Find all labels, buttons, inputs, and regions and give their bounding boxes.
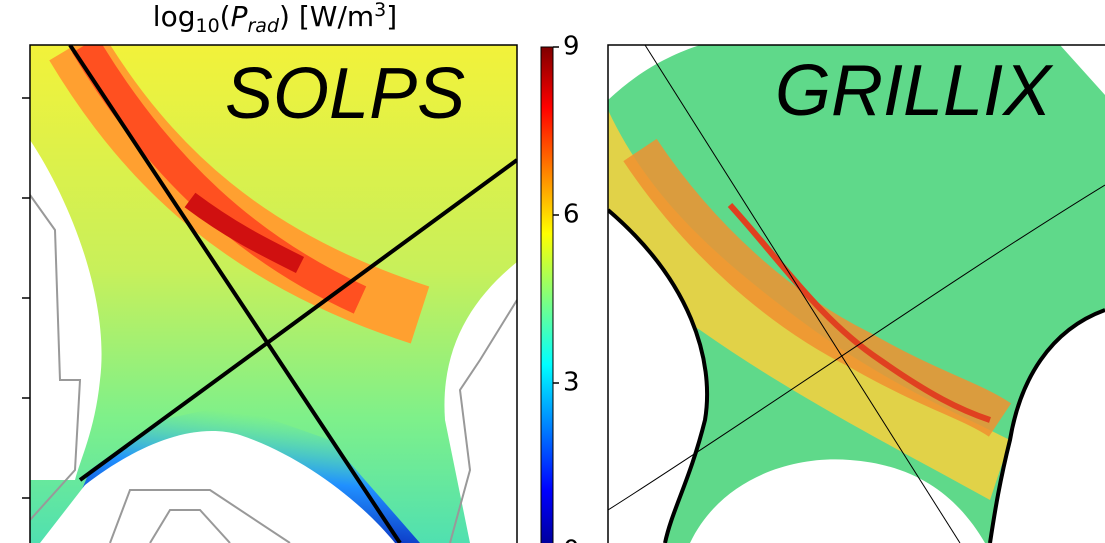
title-part: ) [W/m <box>279 0 374 33</box>
solps-field <box>30 45 517 543</box>
title-part: P <box>231 0 248 33</box>
grillix-field <box>608 45 1105 543</box>
title: log10(Prad) [W/m3] <box>153 0 397 37</box>
colorbar-tick-label: 6 <box>563 200 580 230</box>
title-part: 3 <box>374 0 386 21</box>
title-part: ( <box>220 0 231 33</box>
colorbar <box>540 46 554 543</box>
title-part: 10 <box>195 15 219 37</box>
panel-label: SOLPS <box>225 54 465 134</box>
title-part: rad <box>248 15 280 37</box>
colorbar-tick-label: 3 <box>563 368 580 398</box>
title-part: ] <box>386 0 397 33</box>
colorbar-tick-label: 9 <box>563 32 580 62</box>
title-part: log <box>153 0 196 33</box>
panel-label: GRILLIX <box>775 51 1054 131</box>
colorbar-tick-label: 0 <box>563 536 580 543</box>
